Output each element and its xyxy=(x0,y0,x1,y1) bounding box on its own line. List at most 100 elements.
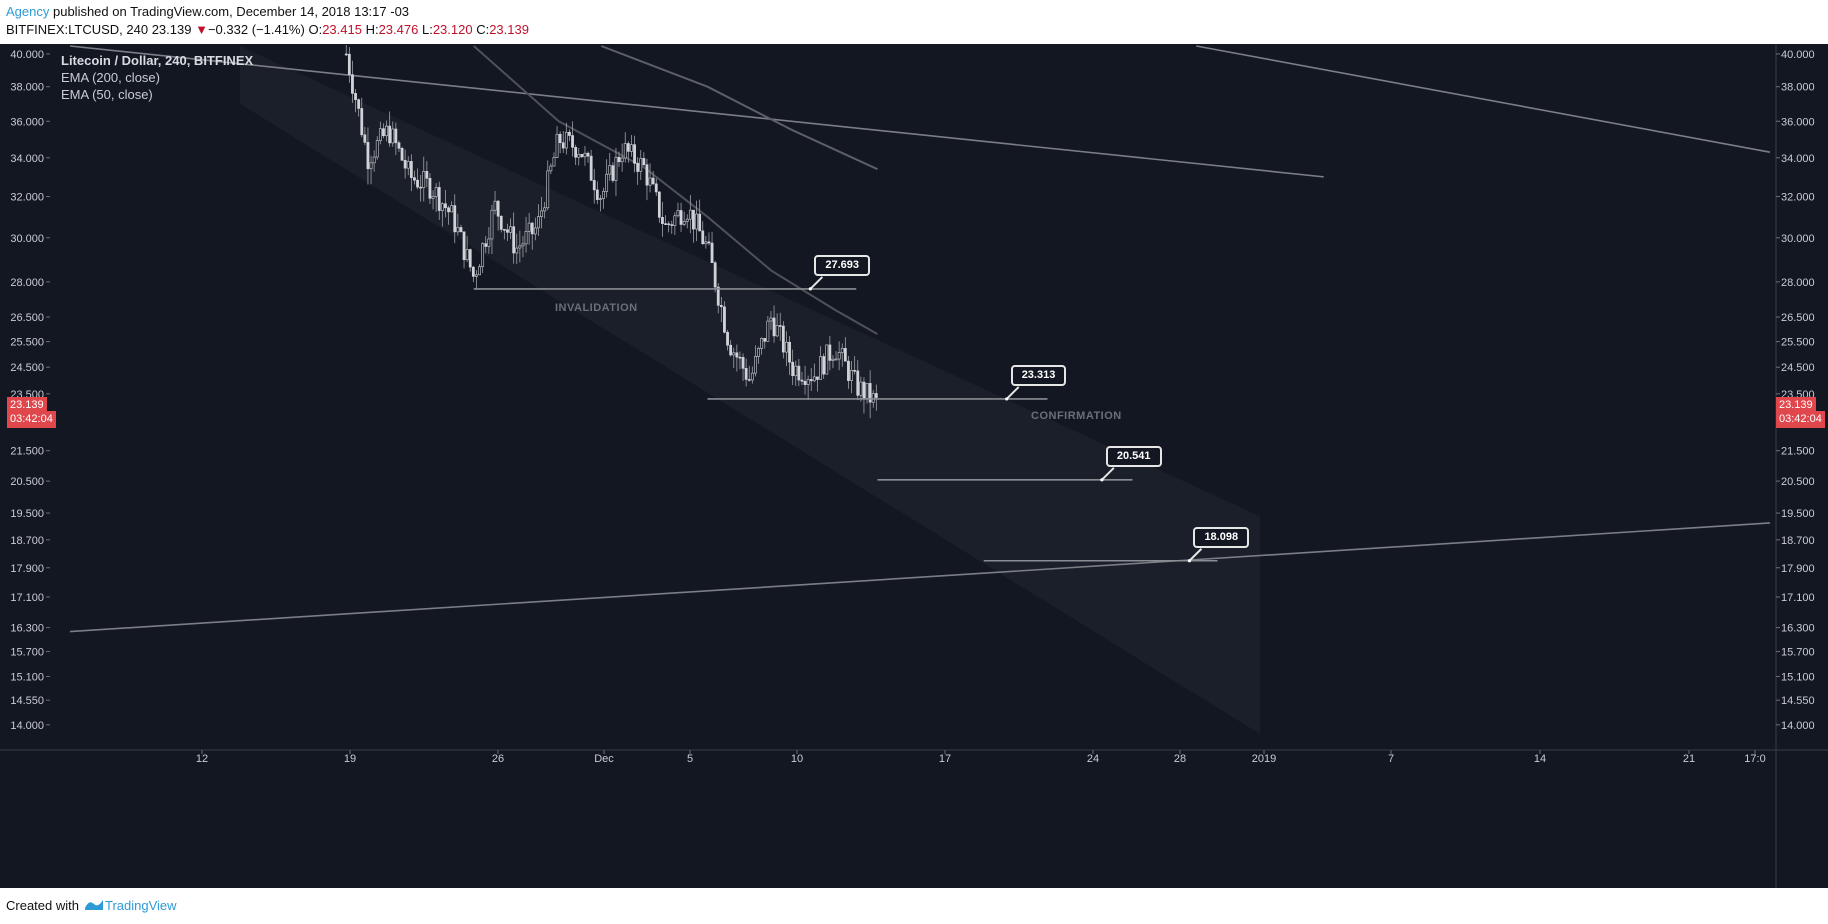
candle-body xyxy=(487,238,491,247)
candle-body xyxy=(428,178,432,199)
candle-body xyxy=(583,152,587,158)
x-tick-label: 12 xyxy=(196,753,208,765)
author-link[interactable]: Agency xyxy=(6,4,50,19)
low-value: 23.120 xyxy=(432,22,473,37)
candle-body xyxy=(400,147,404,161)
y-tick-label-left: 15.700 xyxy=(10,647,44,659)
y-tick-label-right: 25.500 xyxy=(1781,337,1815,349)
candle-body xyxy=(509,226,512,233)
candle-body xyxy=(524,231,528,245)
candle-body xyxy=(825,344,829,375)
legend-title: Litecoin / Dollar, 240, BITFINEX xyxy=(61,53,254,68)
y-tick-label-right: 24.500 xyxy=(1781,362,1815,374)
candle-body xyxy=(754,356,757,374)
y-tick-label-left: 14.000 xyxy=(10,720,44,732)
candle-body xyxy=(592,180,596,191)
candle-body xyxy=(862,381,866,399)
candle-body xyxy=(363,134,367,143)
candle-body xyxy=(812,376,816,382)
candle-body xyxy=(834,358,838,361)
candle-body xyxy=(481,243,485,267)
candle-body xyxy=(636,162,640,172)
candle-body xyxy=(471,266,475,277)
x-tick-label: 28 xyxy=(1174,753,1186,765)
candle-body xyxy=(868,383,872,403)
candle-body xyxy=(679,210,683,225)
candle-body xyxy=(630,144,633,152)
candle-body xyxy=(555,133,559,158)
callout-pointer xyxy=(1101,467,1115,481)
x-tick-label: 2019 xyxy=(1252,753,1276,765)
x-tick-label: 17 xyxy=(939,753,951,765)
candle-body xyxy=(413,177,416,181)
price-chart[interactable]: 40.000 40.000 38.000 38.000 36.000 36.000 34.0… xyxy=(0,44,1828,888)
candle-body xyxy=(375,140,379,158)
candle-body xyxy=(561,142,565,149)
candle-body xyxy=(819,356,822,380)
y-tick-label-right: 34.000 xyxy=(1781,153,1815,165)
y-tick-label-right: 38.000 xyxy=(1781,82,1815,94)
candle-body xyxy=(344,53,348,56)
y-tick-label-left: 32.000 xyxy=(10,192,44,204)
publication-line: Agency published on TradingView.com, Dec… xyxy=(6,4,409,19)
candle-body xyxy=(450,205,454,213)
candle-body xyxy=(713,262,717,288)
candle-body xyxy=(723,306,726,333)
candle-body xyxy=(750,372,754,381)
candle-body xyxy=(347,53,351,75)
y-tick-label-left: 19.500 xyxy=(10,508,44,520)
candle-body xyxy=(809,379,813,382)
candle-body xyxy=(611,165,615,181)
y-tick-label-right: 19.500 xyxy=(1781,508,1815,520)
candle-body xyxy=(388,125,392,144)
candle-body xyxy=(490,209,494,240)
price-callout[interactable]: 27.693 xyxy=(814,254,870,276)
candle-body xyxy=(608,165,612,175)
change-down-icon: ▼ xyxy=(195,22,208,37)
candle-body xyxy=(676,210,680,217)
y-tick-label-left: 15.100 xyxy=(10,671,44,683)
candle-body xyxy=(692,209,695,230)
candle-body xyxy=(726,331,729,346)
price-callout[interactable]: 23.313 xyxy=(1010,364,1067,386)
candle-body xyxy=(586,152,590,157)
candle-body xyxy=(843,348,847,362)
candle-body xyxy=(626,143,630,152)
symbol-label: BITFINEX:LTCUSD, 240 xyxy=(6,22,149,37)
candle-body xyxy=(816,376,819,380)
callout-anchor xyxy=(1005,397,1009,401)
candle-body xyxy=(518,245,522,249)
candle-body xyxy=(530,222,534,235)
tradingview-brand-link[interactable]: TradingView xyxy=(105,898,177,913)
candle-body xyxy=(661,217,664,224)
candle-body xyxy=(871,393,875,403)
trend-line xyxy=(69,45,1324,178)
candle-body xyxy=(378,128,382,141)
chart-area[interactable]: 40.000 40.000 38.000 38.000 36.000 36.000 34.0… xyxy=(0,44,1828,888)
candle-body xyxy=(837,352,841,360)
price-callout[interactable]: 18.098 xyxy=(1193,526,1250,548)
candle-body xyxy=(589,155,593,181)
candle-body xyxy=(391,128,395,144)
footer: Created with TradingView xyxy=(0,888,1828,924)
open-label: O: xyxy=(308,22,323,37)
y-tick-label-left: 26.500 xyxy=(10,312,44,324)
candle-body xyxy=(735,352,739,358)
tradingview-logo-icon xyxy=(85,900,103,910)
candle-body xyxy=(670,224,674,226)
candle-body xyxy=(447,207,450,213)
y-tick-label-right: 26.500 xyxy=(1781,312,1815,324)
price-callout[interactable]: 20.541 xyxy=(1105,445,1162,467)
open-value: 23.415 xyxy=(322,22,362,37)
published-text: published on TradingView.com, December 1… xyxy=(49,4,410,19)
price-badge-left: 23.139 xyxy=(7,397,47,414)
trend-line xyxy=(69,522,1771,633)
callout-pointer xyxy=(1188,548,1203,562)
candle-body xyxy=(484,243,488,247)
candle-body xyxy=(546,170,550,209)
legend-ema-200[interactable]: EMA (200, close) xyxy=(61,70,160,85)
callout-pointer xyxy=(1005,386,1020,400)
y-tick-label-right: 14.000 xyxy=(1781,720,1815,732)
legend-ema-50[interactable]: EMA (50, close) xyxy=(61,87,153,102)
candle-body xyxy=(760,338,764,349)
